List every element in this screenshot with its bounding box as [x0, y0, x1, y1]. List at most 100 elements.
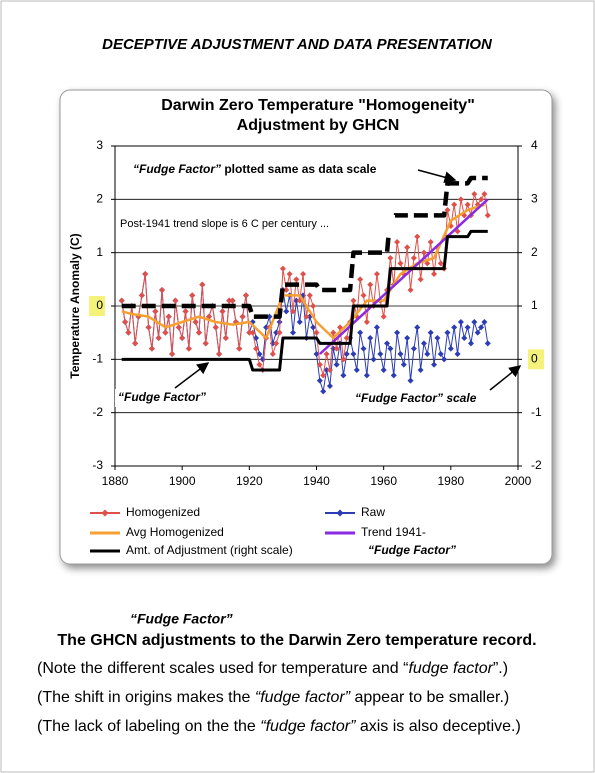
data-point: [484, 212, 491, 219]
data-point: [377, 351, 384, 357]
legend: Homogenized Raw Avg Homogenized Trend 1941-…: [90, 505, 426, 557]
data-point: [216, 351, 223, 357]
tick-highlight: [89, 296, 105, 316]
data-point: [390, 372, 397, 379]
data-point: [464, 324, 471, 331]
data-point: [263, 324, 270, 331]
data-point: [333, 361, 340, 368]
data-point: [303, 313, 310, 320]
data-point: [384, 340, 391, 347]
data-point: [457, 196, 464, 203]
data-point: [407, 287, 414, 293]
data-point: [394, 239, 401, 245]
data-point: [340, 356, 347, 363]
data-point: [427, 239, 434, 245]
data-point: [373, 271, 380, 277]
data-point: [400, 361, 407, 368]
data-point: [404, 244, 411, 251]
annotation: “Fudge Factor”: [118, 390, 206, 404]
data-point: [474, 329, 481, 336]
annotation-part: “Fudge Factor”: [133, 162, 221, 176]
data-point: [387, 345, 394, 352]
data-point: [159, 287, 166, 293]
data-point: [242, 292, 249, 299]
data-point: [145, 324, 152, 331]
data-point: [461, 335, 468, 341]
data-point: [420, 340, 427, 347]
legend-label: Amt. of Adjustment (right scale): [126, 543, 293, 557]
data-point: [182, 308, 189, 315]
data-point: [397, 260, 404, 267]
data-point: [478, 324, 485, 331]
data-point: [310, 324, 317, 331]
note: (The shift in origins makes the “fudge f…: [37, 689, 509, 706]
data-point: [434, 335, 441, 341]
x-tick-label: 1880: [102, 474, 129, 488]
annotation-bg: [352, 390, 500, 408]
data-point: [464, 201, 471, 208]
data-point: [293, 276, 300, 283]
data-point: [142, 271, 149, 277]
annotation-part: plotted same as data scale: [221, 162, 377, 176]
note-part: axis is also deceptive.): [355, 718, 520, 735]
note-part: “fudge factor”: [260, 718, 356, 735]
y-tick-label: -1: [92, 352, 103, 366]
y2-tick-label: -2: [531, 458, 542, 472]
legend-label: Homogenized: [126, 505, 200, 519]
data-point: [192, 319, 199, 325]
legend-label: Raw: [361, 505, 385, 519]
data-point: [380, 367, 387, 373]
data-point: [236, 345, 243, 352]
data-point: [360, 292, 367, 299]
data-point: [414, 324, 421, 331]
legend-marker: [336, 509, 344, 517]
data-point: [410, 255, 417, 261]
data-point: [202, 340, 209, 347]
data-point: [310, 303, 317, 309]
y-tick-label: -2: [92, 405, 103, 419]
y2-tick-label: 0: [531, 352, 538, 366]
chart-title: Darwin Zero Temperature "Homogeneity": [161, 97, 475, 114]
data-point: [199, 281, 206, 288]
data-point: [343, 351, 350, 357]
y-tick-label: 2: [96, 192, 103, 206]
data-point: [394, 329, 401, 336]
data-point: [451, 324, 458, 331]
data-point: [326, 383, 333, 389]
data-point: [467, 340, 474, 347]
arrow: [489, 365, 522, 391]
data-point: [431, 361, 438, 368]
data-point: [323, 351, 330, 357]
data-point: [300, 271, 307, 277]
data-point: [444, 329, 451, 336]
x-tick-label: 1940: [303, 474, 330, 488]
data-point: [316, 377, 323, 384]
data-point: [296, 319, 303, 325]
data-point: [363, 319, 370, 325]
data-point: [357, 276, 364, 283]
data-point: [333, 345, 340, 352]
data-point: [397, 351, 404, 357]
data-point: [420, 249, 427, 256]
note-part: (Note the different scales used for temp…: [37, 660, 408, 677]
y2-tick-label: 2: [531, 245, 538, 259]
data-point: [253, 345, 260, 352]
data-point: [350, 297, 357, 304]
annotation-bg: [115, 389, 225, 407]
data-point: [387, 255, 394, 261]
data-point: [471, 319, 478, 325]
data-point: [185, 345, 192, 352]
arrow: [417, 169, 457, 184]
caption: The GHCN adjustments to the Darwin Zero …: [57, 632, 536, 649]
note-part: (The lack of labeling on the the: [37, 718, 260, 735]
data-point: [222, 335, 229, 341]
data-point: [229, 297, 236, 304]
data-point: [407, 377, 414, 384]
data-point: [370, 356, 377, 363]
data-point: [320, 372, 327, 379]
data-point: [266, 313, 273, 320]
heading: DECEPTIVE ADJUSTMENT AND DATA PRESENTATI…: [102, 36, 493, 53]
data-point: [276, 329, 283, 336]
data-point: [269, 351, 276, 357]
